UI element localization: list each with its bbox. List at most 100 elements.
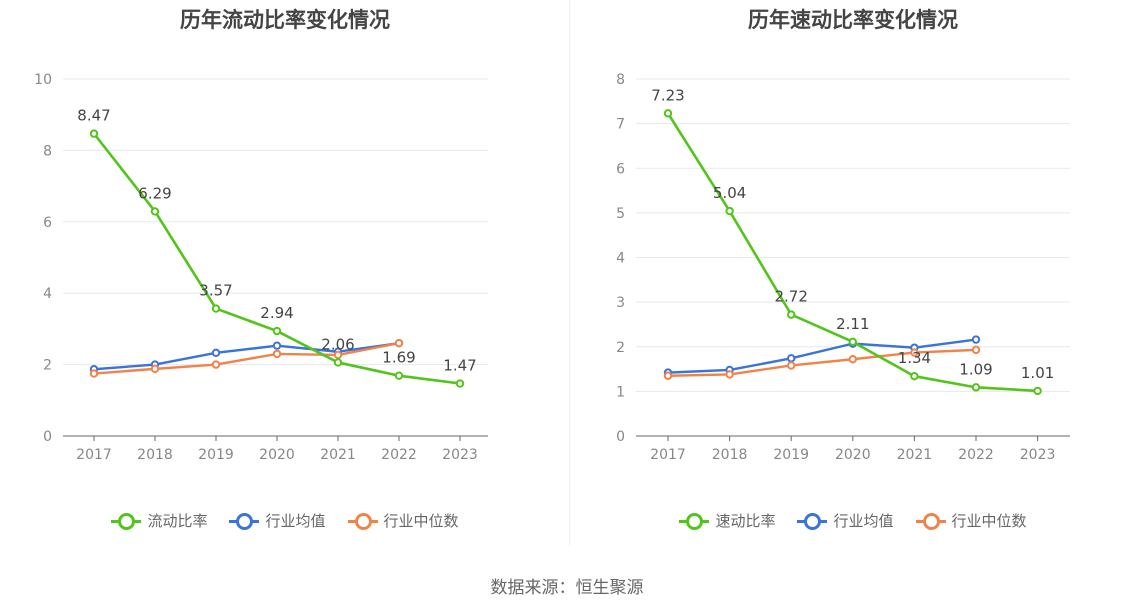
data-point[interactable] — [848, 337, 857, 347]
legend-marker-icon — [679, 512, 710, 530]
data-point[interactable] — [211, 360, 221, 369]
data-point[interactable] — [272, 341, 282, 350]
current-ratio-chart: 历年流动比率变化情况 0 2 4 6 8 10 2017 2018 2019 2020 2021 20… — [0, 0, 570, 545]
x-tick-label: 2023 — [442, 447, 478, 463]
y-tick-label: 1 — [616, 384, 625, 400]
data-point[interactable] — [150, 207, 160, 216]
data-label: 5.04 — [713, 184, 746, 202]
data-point[interactable] — [333, 358, 343, 367]
data-point[interactable] — [89, 129, 99, 138]
data-point[interactable] — [787, 354, 796, 363]
data-point[interactable] — [971, 345, 981, 355]
x-tick-label: 2018 — [712, 447, 748, 463]
legend-label: 行业中位数 — [951, 512, 1027, 530]
data-point[interactable] — [333, 350, 343, 360]
legend-item[interactable]: 行业中位数 — [347, 510, 459, 531]
data-point[interactable] — [787, 361, 796, 370]
data-label: 7.23 — [651, 86, 684, 104]
y-tick-label: 3 — [616, 295, 625, 311]
data-point[interactable] — [663, 371, 673, 380]
x-tick-label: 2017 — [650, 447, 686, 463]
data-point[interactable] — [725, 206, 734, 216]
data-label: 2.94 — [260, 304, 293, 322]
series-line — [93, 341, 400, 371]
y-tick-label: 5 — [616, 206, 625, 222]
data-label: 6.29 — [138, 184, 171, 202]
y-tick-label: 0 — [616, 429, 625, 445]
data-point[interactable] — [211, 304, 221, 313]
legend-item[interactable]: 行业均值 — [797, 510, 894, 531]
data-point[interactable] — [725, 370, 734, 379]
series-line — [667, 338, 977, 374]
x-tick-label: 2021 — [320, 447, 356, 463]
legend: 速动比率 行业均值 行业中位数 — [572, 510, 1134, 531]
data-point[interactable] — [787, 310, 796, 319]
data-point[interactable] — [272, 349, 282, 359]
data-source: 数据来源：恒生聚源 — [490, 578, 644, 598]
data-label: 2.72 — [774, 288, 807, 306]
legend-label: 速动比率 — [715, 512, 776, 530]
y-tick-label: 4 — [43, 286, 52, 302]
data-point[interactable] — [910, 372, 919, 381]
data-label: 8.47 — [77, 107, 110, 125]
data-point[interactable] — [211, 348, 221, 358]
chart-title: 历年流动比率变化情况 — [180, 8, 390, 32]
legend-marker-icon — [347, 512, 378, 530]
chart-title: 历年速动比率变化情况 — [748, 8, 958, 32]
data-label: 1.09 — [959, 360, 992, 378]
current-ratio-plot: 0 2 4 6 8 10 2017 2018 2019 2020 2021 2022 2023 8.47 6… — [34, 72, 488, 463]
legend-item[interactable]: 速动比率 — [679, 510, 775, 531]
legend-item[interactable]: 行业中位数 — [915, 510, 1027, 531]
legend-label: 行业均值 — [833, 512, 894, 530]
data-point[interactable] — [272, 326, 282, 336]
x-tick-label: 2022 — [381, 447, 417, 463]
y-tick-label: 2 — [616, 340, 625, 356]
series-line — [667, 348, 977, 377]
x-tick-label: 2018 — [137, 447, 173, 463]
data-label: 1.34 — [898, 349, 931, 367]
x-tick-label: 2023 — [1020, 447, 1056, 463]
data-label: 3.57 — [199, 282, 232, 300]
x-tick-label: 2021 — [897, 447, 933, 463]
legend-item[interactable]: 流动比率 — [111, 510, 207, 531]
x-tick-label: 2022 — [958, 447, 994, 463]
data-point[interactable] — [971, 335, 981, 344]
data-point[interactable] — [910, 348, 919, 357]
legend-label: 行业均值 — [265, 512, 326, 530]
data-point[interactable] — [848, 355, 857, 364]
series-line — [666, 112, 1038, 393]
y-tick-label: 6 — [616, 161, 625, 177]
quick-ratio-plot: 0 1 2 3 4 5 6 7 8 2017 2018 2019 2020 2021 2022 2023 7.2… — [616, 72, 1070, 463]
series-line — [93, 342, 400, 375]
y-tick-label: 2 — [43, 358, 52, 374]
data-point[interactable] — [1033, 386, 1042, 396]
x-tick-label: 2020 — [835, 447, 871, 463]
data-point[interactable] — [150, 364, 160, 374]
y-tick-label: 7 — [616, 117, 625, 133]
legend-label: 流动比率 — [147, 512, 208, 530]
quick-ratio-chart: 历年速动比率变化情况 0 1 2 3 4 5 6 7 8 2017 2018 2019 2020 2021… — [572, 0, 1134, 545]
y-tick-label: 10 — [34, 72, 52, 88]
y-tick-label: 0 — [43, 429, 52, 445]
legend-marker-icon — [915, 512, 946, 530]
data-label: 2.11 — [836, 315, 869, 333]
data-point[interactable] — [394, 338, 404, 348]
legend-marker-icon — [111, 512, 142, 530]
legend-marker-icon — [797, 512, 828, 530]
data-point[interactable] — [663, 109, 673, 118]
legend-marker-icon — [229, 512, 260, 530]
data-label: 2.06 — [321, 335, 354, 353]
y-tick-label: 8 — [43, 143, 52, 159]
data-label: 1.69 — [382, 349, 415, 367]
panel-divider — [569, 0, 570, 545]
data-point[interactable] — [394, 371, 404, 380]
data-label: 1.47 — [443, 357, 476, 375]
data-point[interactable] — [455, 379, 465, 388]
x-tick-label: 2019 — [198, 447, 234, 463]
y-tick-label: 6 — [43, 215, 52, 231]
data-point[interactable] — [971, 383, 981, 392]
y-tick-label: 4 — [616, 251, 625, 267]
data-point[interactable] — [89, 369, 99, 378]
y-tick-label: 8 — [616, 72, 625, 88]
legend-item[interactable]: 行业均值 — [229, 510, 326, 531]
